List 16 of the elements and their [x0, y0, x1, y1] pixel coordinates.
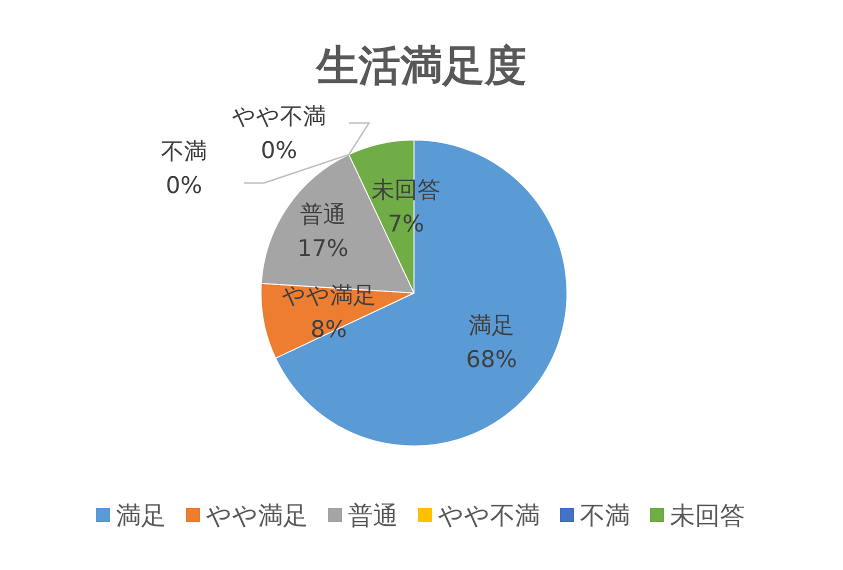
legend-label: やや満足 [206, 501, 308, 530]
slice-label: やや満足 [282, 282, 376, 309]
legend-label: やや不満 [438, 501, 540, 530]
data-label: 68% [466, 347, 518, 374]
chart-title: 生活満足度 [314, 41, 526, 90]
legend-label: 普通 [348, 501, 398, 530]
legend-label: 不満 [580, 501, 630, 530]
slice-label: 普通 [300, 202, 346, 228]
text: 0% [166, 173, 202, 199]
category-label: 不満 [161, 139, 207, 165]
data-label: 17% [297, 236, 348, 262]
legend-label: 満足 [116, 501, 166, 530]
category-label: やや不満 [232, 104, 326, 130]
legend-label: 未回答 [670, 501, 745, 530]
text: 0% [260, 138, 298, 164]
slice-label: 満足 [468, 313, 515, 340]
